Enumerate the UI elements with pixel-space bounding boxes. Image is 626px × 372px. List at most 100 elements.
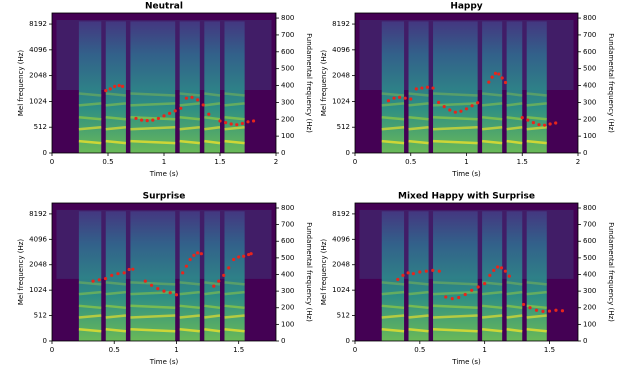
harmonic <box>506 139 523 145</box>
f0-point <box>496 265 500 269</box>
y-tick-label: 4096 <box>29 46 47 54</box>
f0-point <box>476 285 480 289</box>
f0-point <box>247 252 251 257</box>
f0-point <box>97 278 101 282</box>
y-tick-label: 0 <box>346 337 350 345</box>
f0-point <box>184 96 188 100</box>
f0-point <box>463 292 467 297</box>
harmonic <box>78 304 102 310</box>
harmonic <box>481 116 503 121</box>
f0-point <box>156 116 160 121</box>
f0-point <box>542 123 547 127</box>
y2-tick-label: 400 <box>583 270 596 278</box>
harmonic <box>130 102 176 107</box>
harmonic <box>105 139 127 145</box>
x-tick-label: 1 <box>174 346 178 354</box>
y-tick-label: 0 <box>43 337 47 345</box>
f0-point <box>190 95 194 99</box>
x-tick-label: 1.5 <box>517 158 528 166</box>
x-axis-label: Time (s) <box>451 170 481 178</box>
f0-point <box>181 271 185 275</box>
y2-tick-label: 300 <box>281 98 294 106</box>
f0-point <box>526 118 530 122</box>
y2-tick-label: 500 <box>583 65 596 73</box>
x-tick-label: 1 <box>464 158 468 166</box>
f0-point <box>500 76 504 80</box>
harmonic <box>130 139 176 145</box>
spectrogram-segment <box>381 21 405 154</box>
y2-tick-label: 0 <box>583 337 587 345</box>
spectrogram-segment <box>433 21 478 154</box>
y2-tick-label: 300 <box>281 287 294 295</box>
spectrogram-segment <box>179 21 200 154</box>
f0-point <box>554 308 558 312</box>
harmonic <box>432 314 478 319</box>
spectrogram-segment <box>482 21 503 154</box>
f0-point <box>232 257 236 262</box>
x-tick-label: 1 <box>482 346 486 354</box>
y-tick-label: 8192 <box>332 20 350 28</box>
harmonic <box>481 290 503 296</box>
harmonic <box>381 314 405 319</box>
f0-point <box>541 309 545 314</box>
harmonic <box>105 116 127 121</box>
f0-point <box>149 283 154 287</box>
harmonic <box>506 328 523 333</box>
harmonic <box>432 281 478 286</box>
harmonic <box>204 328 221 333</box>
f0-point <box>437 269 441 273</box>
y2-tick-label: 200 <box>281 304 294 312</box>
f0-point <box>487 80 491 84</box>
f0-point <box>246 120 250 124</box>
f0-point <box>174 293 179 297</box>
f0-point <box>406 271 410 275</box>
harmonic <box>408 304 429 310</box>
spectrogram-segment <box>204 211 220 341</box>
harmonic <box>204 281 221 286</box>
harmonic <box>224 304 245 310</box>
y2-tick-label: 100 <box>583 320 596 328</box>
y-tick-label: 2048 <box>29 261 47 269</box>
f0-point <box>229 122 233 126</box>
f0-point <box>120 84 125 88</box>
y-tick-label: 4096 <box>29 235 47 243</box>
x-tick-label: 0 <box>353 158 357 166</box>
f0-point <box>503 80 508 85</box>
harmonic <box>204 125 221 131</box>
harmonic <box>526 92 547 97</box>
f0-point <box>396 277 400 282</box>
harmonic <box>204 314 221 319</box>
f0-point <box>212 284 216 288</box>
spectrogram-segment <box>105 211 126 341</box>
y2-tick-label: 600 <box>281 237 294 245</box>
harmonic <box>481 328 503 333</box>
f0-point <box>499 266 504 270</box>
harmonic <box>224 328 245 333</box>
f0-point <box>151 118 155 122</box>
x-axis-label: Time (s) <box>451 358 481 366</box>
x-tick-label: 1.5 <box>233 346 244 354</box>
y-axis-label: Mel frequency (Hz) <box>320 50 328 117</box>
y2-tick-label: 400 <box>583 82 596 90</box>
f0-point <box>207 112 211 116</box>
y-tick-label: 512 <box>337 123 350 131</box>
x-axis-label: Time (s) <box>149 358 179 366</box>
y2-tick-label: 400 <box>281 82 294 90</box>
y2-tick-label: 600 <box>583 48 596 56</box>
spectrogram-segment <box>78 21 102 154</box>
harmonic <box>408 290 429 296</box>
harmonic <box>506 281 523 286</box>
harmonic <box>204 116 221 121</box>
harmonic <box>179 102 200 107</box>
x-tick-label: 1.5 <box>544 346 555 354</box>
harmonic <box>408 281 429 286</box>
f0-point <box>91 279 95 283</box>
y2-tick-label: 500 <box>281 65 294 73</box>
harmonic <box>78 328 102 333</box>
panel-title: Neutral <box>145 2 183 12</box>
harmonic <box>381 92 405 97</box>
spectrogram-segment <box>408 21 429 154</box>
f0-point <box>470 288 474 292</box>
harmonic <box>381 304 405 310</box>
harmonic <box>179 116 200 121</box>
